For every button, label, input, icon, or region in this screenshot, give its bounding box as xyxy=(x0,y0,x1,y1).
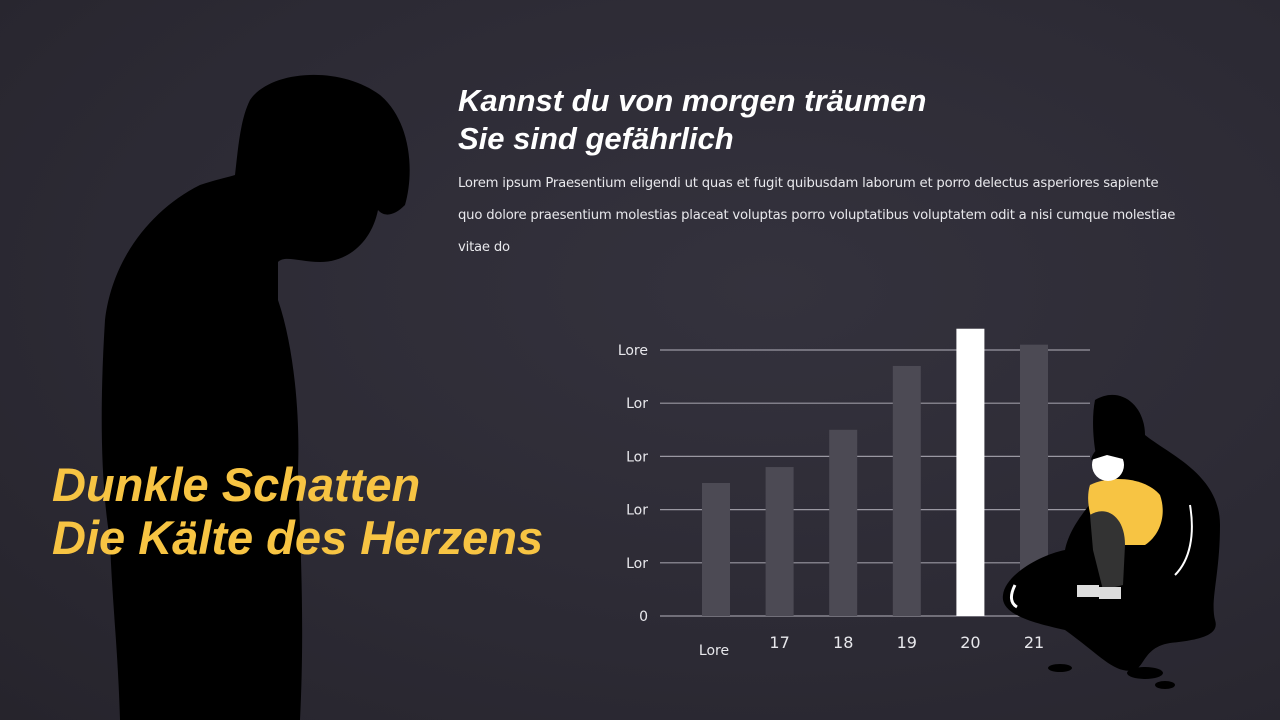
bar-18 xyxy=(829,429,858,616)
heading-line-2: Sie sind gefährlich xyxy=(458,121,734,156)
bar-20 xyxy=(956,328,985,616)
x-tick-label: 21 xyxy=(1024,633,1044,652)
x-tick-label: 18 xyxy=(833,633,853,652)
x-tick-label: Lore xyxy=(699,643,729,659)
y-tick-label: Lor xyxy=(626,556,648,572)
x-tick-label: 17 xyxy=(769,633,789,652)
main-title-line-2: Die Kälte des Herzens xyxy=(52,511,544,564)
y-tick-label: Lore xyxy=(618,343,648,359)
y-tick-label: Lor xyxy=(626,396,648,412)
body-text: Lorem ipsum Praesentium eligendi ut quas… xyxy=(458,176,1176,255)
main-title-line-1: Dunkle Schatten xyxy=(52,458,421,511)
heading: Kannst du von morgen träumen Sie sind gef… xyxy=(458,82,926,158)
silhouette-figure xyxy=(101,74,410,720)
y-tick-label: 0 xyxy=(639,609,648,625)
bar-17 xyxy=(765,467,794,616)
heading-line-1: Kannst du von morgen träumen xyxy=(458,83,927,118)
y-tick-label: Lor xyxy=(626,503,648,519)
x-tick-label: 20 xyxy=(960,633,980,652)
main-title: Dunkle Schatten Die Kälte des Herzens xyxy=(52,458,543,564)
sitting-figure-illustration xyxy=(1002,394,1220,689)
y-tick-label: Lor xyxy=(626,449,648,465)
x-tick-label: 19 xyxy=(897,633,917,652)
bar-Lore xyxy=(702,483,730,616)
bar-19 xyxy=(892,365,921,616)
